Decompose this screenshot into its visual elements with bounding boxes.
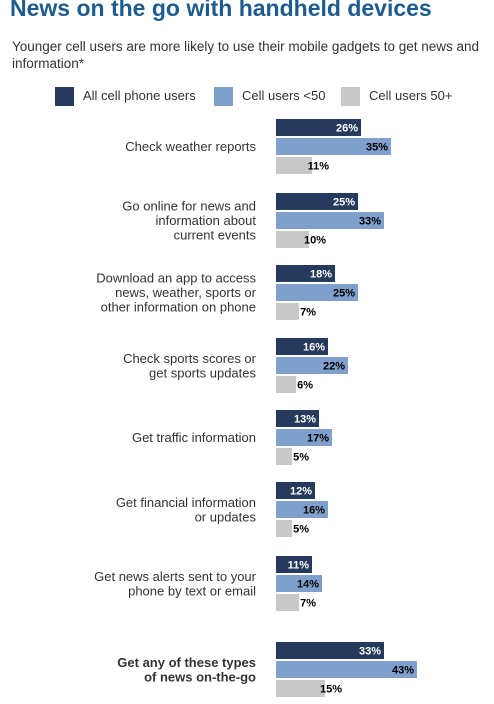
bar [276,575,322,592]
category-label-line: Get any of these types [117,655,256,670]
data-label: 18% [310,269,332,281]
legend-label: All cell phone users [83,88,196,103]
category-label-line: Download an app to access [96,271,256,286]
legend-swatch [214,87,233,106]
legend-swatch [341,87,360,106]
legend-label: Cell users <50 [242,88,326,103]
bar [276,594,299,611]
category-label-line: Go online for news and [122,199,256,214]
bar [276,448,292,465]
bar [276,212,384,229]
category-label: Get traffic information [132,430,256,445]
bar [276,556,312,573]
bar [276,357,348,374]
data-label: 22% [323,361,345,373]
page-title: News on the go with handheld devices [10,0,432,21]
data-label: 6% [297,380,313,392]
bar [276,680,325,697]
data-label: 10% [304,235,326,247]
data-label: 16% [303,505,325,517]
bar [276,265,335,282]
data-label: 43% [392,665,414,677]
bar [276,520,292,537]
category-label: Go online for news and information about c… [122,199,256,243]
data-label: 33% [359,646,381,658]
category-label-line: Check sports scores or [123,351,257,366]
bar [276,119,361,136]
bar [276,429,332,446]
legend-swatch [55,87,74,106]
bar [276,193,358,210]
data-label: 11% [308,161,330,173]
bar [276,138,391,155]
category-label-line: phone by text or email [128,583,256,598]
data-label: 25% [333,197,355,209]
data-label: 5% [293,524,309,536]
legend-label: Cell users 50+ [369,88,453,103]
data-label: 7% [300,307,316,319]
data-label: 26% [336,123,358,135]
bar [276,284,358,301]
data-label: 15% [320,684,342,696]
bar [276,338,328,355]
category-label-line: current events [174,228,257,243]
category-label-line: of news on-the-go [144,669,256,684]
category-label-line: get sports updates [149,365,256,380]
category-label: Check sports scores or get sports updates [123,351,257,381]
category-label: Get financial information or updates [116,495,257,525]
category-label: Get any of these types of news on-the-go [117,655,256,685]
category-label-line: Get financial information [116,495,256,510]
category-label-line: other information on phone [101,300,256,315]
category-label-line: information about [156,213,257,228]
bar [276,661,417,678]
category-label-line: or updates [195,509,257,524]
bar [276,303,299,320]
data-label: 33% [359,216,381,228]
bar [276,501,328,518]
data-label: 14% [297,579,319,591]
category-label-line: Get news alerts sent to your [94,569,257,584]
category-label-line: Get traffic information [132,430,256,445]
chart-legend: All cell phone users Cell users <50 Cell… [0,87,494,107]
data-label: 25% [333,288,355,300]
page-subtitle: Younger cell users are more likely to us… [12,39,480,71]
bar [276,410,319,427]
bar [276,231,309,248]
bar [276,376,296,393]
data-label: 17% [307,433,329,445]
category-label: Download an app to access news, weather, … [96,271,256,315]
data-label: 7% [300,598,316,610]
data-label: 13% [294,414,316,426]
bar [276,157,312,174]
category-label-line: news, weather, sports or [115,285,257,300]
category-label-line: Check weather reports [125,139,256,154]
data-label: 16% [303,342,325,354]
data-label: 5% [293,452,309,464]
bar [276,642,384,659]
category-label: Get news alerts sent to your phone by tex… [94,569,257,599]
data-label: 12% [290,486,312,498]
category-label: Check weather reports [125,139,256,154]
data-label: 11% [288,560,310,572]
bar [276,482,315,499]
data-label: 35% [366,142,388,154]
